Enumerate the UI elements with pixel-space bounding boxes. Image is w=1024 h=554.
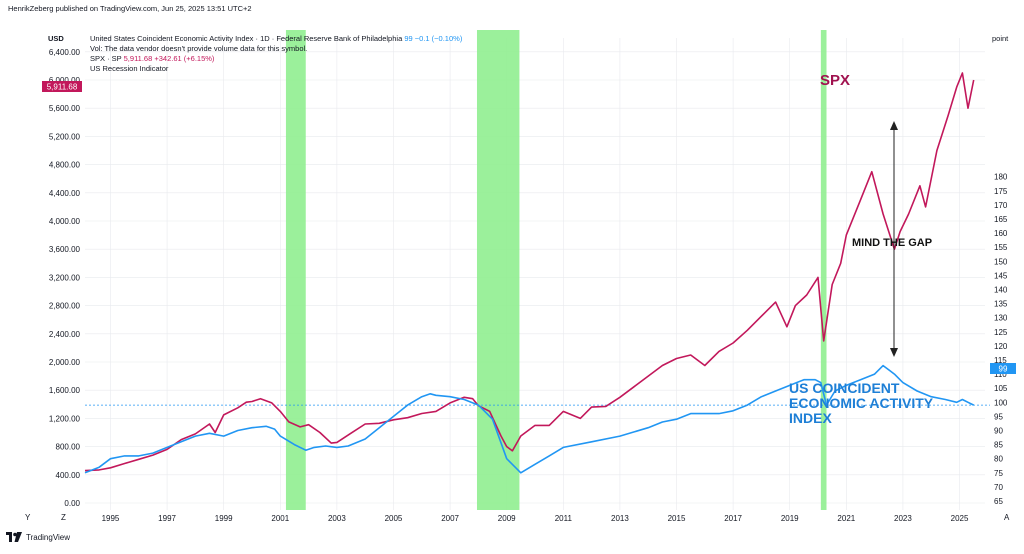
published-line: HenrikZeberg published on TradingView.co… <box>8 4 252 13</box>
cea-annotation-line1: US COINCIDENT <box>789 380 900 396</box>
legend-volume: Vol: The data vendor doesn't provide vol… <box>90 44 308 53</box>
x-tick-label: 1997 <box>158 514 176 523</box>
cea-annotation-line2: ECONOMIC ACTIVITY <box>789 395 934 411</box>
left-tick-label: 1,200.00 <box>49 414 81 423</box>
right-tick-label: 80 <box>994 455 1003 464</box>
legend-recession[interactable]: US Recession Indicator <box>90 64 169 73</box>
right-axis: 180 175 170 165 160 155 150 145 140 135 130 125 120 1… <box>994 173 1008 506</box>
right-tick-label: 135 <box>994 300 1008 309</box>
cea-annotation-line3: INDEX <box>789 410 832 426</box>
x-tick-label: 2021 <box>837 514 855 523</box>
right-tick-label: 70 <box>994 483 1003 492</box>
x-tick-label: 2023 <box>894 514 912 523</box>
grid <box>85 38 985 510</box>
right-tick-label: 170 <box>994 201 1008 210</box>
right-tick-label: 160 <box>994 229 1008 238</box>
right-tick-label: 95 <box>994 412 1003 421</box>
left-axis: 6,400.00 6,000.00 5,600.00 5,200.00 4,800.00… <box>49 48 81 508</box>
right-tick-label: 125 <box>994 328 1008 337</box>
cea-line <box>84 364 975 474</box>
left-tick-label: 0.00 <box>64 499 80 508</box>
right-tick-label: 115 <box>994 356 1007 365</box>
right-tick-label: 140 <box>994 286 1008 295</box>
left-axis-unit: USD <box>48 34 64 43</box>
right-tick-label: 155 <box>994 243 1008 252</box>
left-tick-label: 6,400.00 <box>49 48 81 57</box>
series-lines <box>84 72 975 474</box>
value-badges: 5,911.68 99 <box>42 81 1016 374</box>
legend-cea[interactable]: United States Coincident Economic Activi… <box>90 34 462 43</box>
right-tick-label: 120 <box>994 342 1008 351</box>
legend-cea-title: United States Coincident Economic Activi… <box>90 34 403 43</box>
right-tick-label: 180 <box>994 173 1008 182</box>
x-tick-label: 2005 <box>385 514 403 523</box>
x-tick-label: 2015 <box>668 514 686 523</box>
gap-annotation: MIND THE GAP <box>852 237 932 249</box>
left-tick-label: 400.00 <box>56 471 81 480</box>
cea-value-badge: 99 <box>999 365 1008 374</box>
legend-cea-value: 99 <box>404 34 413 43</box>
left-tick-label: 3,200.00 <box>49 273 81 282</box>
right-tick-label: 65 <box>994 497 1003 506</box>
left-tick-label: 3,600.00 <box>49 245 81 254</box>
x-tick-label: 2011 <box>555 514 573 523</box>
tradingview-logo-text: TradingView <box>26 532 71 542</box>
right-tick-label: 110 <box>994 370 1007 379</box>
corner-a-label[interactable]: A <box>1004 513 1010 522</box>
x-tick-label: 1995 <box>102 514 120 523</box>
left-tick-label: 1,600.00 <box>49 386 81 395</box>
corner-y-label[interactable]: Y <box>25 513 31 522</box>
x-tick-label: 2009 <box>498 514 516 523</box>
left-tick-label: 4,800.00 <box>49 161 81 170</box>
left-tick-label: 4,400.00 <box>49 189 81 198</box>
legend-spx[interactable]: SPX · SP 5,911.68 +342.61 (+6.15%) <box>90 54 214 63</box>
right-tick-label: 175 <box>994 187 1008 196</box>
left-tick-label: 6,000.00 <box>49 76 81 85</box>
spx-annotation: SPX <box>820 72 850 89</box>
spx-line <box>84 72 975 472</box>
right-tick-label: 165 <box>994 215 1008 224</box>
corner-z-label[interactable]: Z <box>61 513 66 522</box>
x-tick-label: 2025 <box>951 514 969 523</box>
left-tick-label: 800.00 <box>56 443 81 452</box>
right-tick-label: 145 <box>994 271 1008 280</box>
x-tick-label: 2003 <box>328 514 346 523</box>
recession-band <box>285 30 306 510</box>
right-tick-label: 75 <box>994 469 1003 478</box>
legend-spx-title: SPX · SP <box>90 54 122 63</box>
x-axis: 1995 1997 1999 2001 2003 2005 2007 2009 2011 2013… <box>102 514 969 523</box>
right-tick-label: 90 <box>994 427 1003 436</box>
recession-band <box>476 30 520 510</box>
x-tick-label: 2017 <box>724 514 742 523</box>
right-tick-label: 100 <box>994 398 1008 407</box>
x-tick-label: 2013 <box>611 514 629 523</box>
x-tick-label: 2001 <box>271 514 289 523</box>
gap-arrow <box>890 121 898 357</box>
left-tick-label: 4,000.00 <box>49 217 81 226</box>
spx-value-badge: 5,911.68 <box>47 83 78 92</box>
legend-spx-change: +342.61 (+6.15%) <box>154 54 215 63</box>
right-tick-label: 85 <box>994 441 1003 450</box>
left-tick-label: 5,200.00 <box>49 132 81 141</box>
left-tick-label: 5,600.00 <box>49 104 81 113</box>
x-tick-label: 1999 <box>215 514 233 523</box>
right-tick-label: 105 <box>994 384 1008 393</box>
right-tick-label: 150 <box>994 257 1008 266</box>
left-tick-label: 2,800.00 <box>49 302 81 311</box>
tradingview-logo-icon <box>6 532 22 542</box>
legend-spx-value: 5,911.68 <box>123 54 153 63</box>
recession-band <box>820 30 827 510</box>
x-tick-label: 2019 <box>781 514 799 523</box>
tradingview-logo[interactable]: TradingView <box>6 532 70 542</box>
legend-cea-change: −0.1 (−0.10%) <box>414 34 463 43</box>
right-tick-label: 130 <box>994 314 1008 323</box>
x-tick-label: 2007 <box>441 514 459 523</box>
left-tick-label: 2,000.00 <box>49 358 81 367</box>
left-tick-label: 2,400.00 <box>49 330 81 339</box>
right-axis-unit: point <box>992 34 1009 43</box>
